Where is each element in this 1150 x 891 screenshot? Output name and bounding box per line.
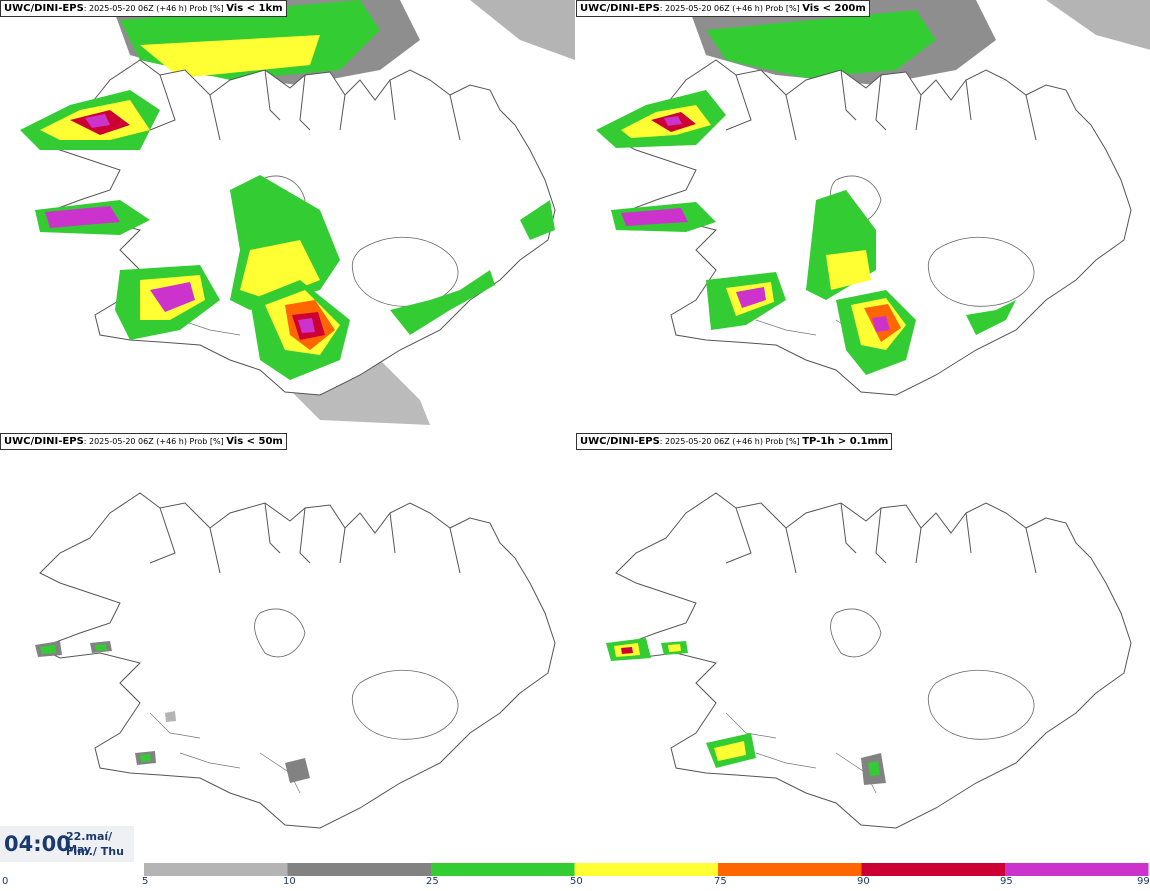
valid-weekday: Fim./ Thu [66,845,124,858]
run-info: : 2025-05-20 06Z (+46 h) Prob [%] [83,4,227,13]
model-name: UWC/DINI-EPS [580,436,660,447]
colorbar-bin [574,863,718,876]
probability-map [20,0,575,425]
probability-map [596,0,1150,396]
panel-title: UWC/DINI-EPS: 2025-05-20 06Z (+46 h) Pro… [576,433,893,450]
panel-title: UWC/DINI-EPS: 2025-05-20 06Z (+46 h) Pro… [576,0,870,17]
map-panel-tp-1h: UWC/DINI-EPS: 2025-05-20 06Z (+46 h) Pro… [576,433,1150,863]
colorbar-bin [1005,863,1149,876]
map-panel-vis-200m: UWC/DINI-EPS: 2025-05-20 06Z (+46 h) Pro… [576,0,1150,430]
colorbar-tick-label: 99 [1137,876,1150,887]
colorbar-tick-label: 25 [426,876,439,887]
run-info: : 2025-05-20 06Z (+46 h) Prob [%] [659,437,803,446]
map-panel-vis-1km: UWC/DINI-EPS: 2025-05-20 06Z (+46 h) Pro… [0,0,575,430]
model-name: UWC/DINI-EPS [4,436,84,447]
variable-name: TP-1h > 0.1mm [802,436,889,447]
variable-name: Vis < 50m [226,436,283,447]
valid-time: 04:00 [4,832,71,856]
colorbar-bin [431,863,575,876]
probability-colorbar [144,863,1149,876]
colorbar-tick-label: 0 [2,876,9,887]
colorbar-bin [144,863,288,876]
colorbar-tick-label: 50 [570,876,583,887]
model-name: UWC/DINI-EPS [580,3,660,14]
run-info: : 2025-05-20 06Z (+46 h) Prob [%] [659,4,803,13]
colorbar-bin [718,863,862,876]
colorbar-tick-label: 10 [283,876,296,887]
colorbar-bin [861,863,1005,876]
valid-date: 22.maí/ May [66,830,113,856]
variable-name: Vis < 1km [226,3,283,14]
colorbar-tick-label: 5 [142,876,149,887]
colorbar-tick-label: 90 [857,876,870,887]
colorbar-bin [287,863,431,876]
probability-map [35,492,556,829]
run-info: : 2025-05-20 06Z (+46 h) Prob [%] [83,437,227,446]
map-panel-vis-50m: UWC/DINI-EPS: 2025-05-20 06Z (+46 h) Pro… [0,433,575,863]
valid-time-box: 04:00 22.maí/ May Fim./ Thu [0,826,134,862]
colorbar-tick-label: 75 [714,876,727,887]
model-name: UWC/DINI-EPS [4,3,84,14]
colorbar-tick-label: 95 [1000,876,1013,887]
panel-title: UWC/DINI-EPS: 2025-05-20 06Z (+46 h) Pro… [0,433,287,450]
probability-map [606,492,1132,829]
variable-name: Vis < 200m [802,3,866,14]
panel-title: UWC/DINI-EPS: 2025-05-20 06Z (+46 h) Pro… [0,0,287,17]
